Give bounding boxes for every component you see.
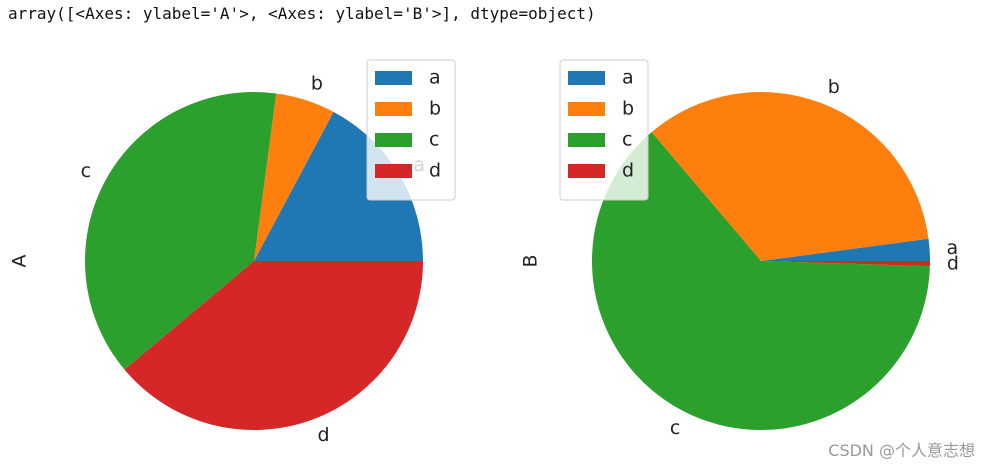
pie-wedge [124,261,424,431]
wedge-label: c [670,417,680,439]
legend-swatch [568,133,605,147]
legend-label: a [622,67,634,89]
y-axis-label: A [9,255,31,268]
wedge-label: d [318,424,330,446]
legend-swatch [375,102,412,116]
legend-label: b [429,98,441,120]
legend-swatch [568,102,605,116]
legend-swatch [375,164,412,178]
legend-label: a [429,67,441,89]
pie-wedge [592,132,930,430]
pie-wedge [761,238,930,261]
legend-swatch [375,133,412,147]
wedge-label: a [946,237,958,259]
legend-label: c [429,129,439,151]
wedge-label: b [828,76,840,98]
y-axis-label: B [520,254,542,267]
legend-label: c [622,129,632,151]
pie-wedge [84,92,277,370]
wedge-label: b [311,73,323,95]
pie-wedge [254,111,423,261]
legend-swatch [375,71,412,85]
legend-label: b [622,98,634,120]
watermark: CSDN @个人意志想 [828,441,975,460]
pie-wedge [254,93,334,261]
legend-swatch [568,71,605,85]
pie-wedge [651,91,929,262]
wedge-label: c [81,160,91,182]
wedge-label: d [947,252,959,274]
output-text: array([<Axes: ylabel='A'>, <Axes: ylabel… [8,4,596,23]
pie-wedge [761,261,930,267]
legend-label: d [429,160,441,182]
legend-swatch [568,164,605,178]
legend-label: d [622,160,634,182]
